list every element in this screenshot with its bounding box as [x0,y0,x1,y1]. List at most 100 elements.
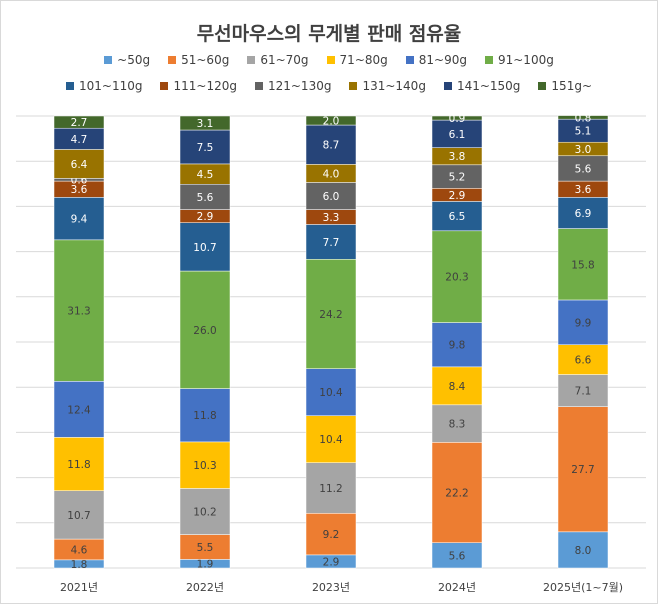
legend-item: 61~70g [247,53,309,67]
x-tick-label: 2024년 [438,581,476,594]
bar-segment [305,368,357,416]
legend-swatch [538,82,547,90]
bar-segment [557,406,609,533]
data-label: 11.2 [319,483,342,495]
legend-item: ~50g [104,53,150,67]
legend-swatch [326,56,335,64]
legend-item: 51~60g [168,53,229,67]
legend-swatch [160,82,169,90]
legend-item: 71~80g [326,53,388,67]
legend-item: 151g~ [538,79,592,93]
chart-title: 무선마우스의 무게별 판매 점유율 [196,23,462,45]
data-label: 6.5 [449,211,466,223]
bar-segment [557,115,609,120]
bar-segment [431,230,483,323]
bar-segment [305,259,357,369]
data-label: 3.0 [575,144,592,156]
bar-segment [53,149,105,179]
data-label: 5.6 [197,192,214,204]
bar-segment [557,197,609,229]
data-label: 8.7 [323,140,340,152]
data-label: 2.9 [449,190,466,202]
legend-label: ~50g [117,53,151,67]
data-label: 10.2 [193,507,216,519]
data-label: 3.3 [323,212,340,224]
bar-segment [431,442,483,543]
data-label: 20.3 [445,272,468,284]
data-label: 11.8 [67,459,90,471]
data-label: 7.1 [575,386,592,398]
legend-label: 71~80g [339,53,388,67]
data-label: 7.7 [323,237,340,249]
data-label: 9.4 [71,214,88,226]
data-label: 10.4 [319,434,343,446]
x-tick-label: 2025년(1~7월) [543,581,623,594]
legend-swatch [168,56,177,64]
data-label: 6.6 [575,355,592,367]
bar-segment [431,404,483,443]
bar-segment [431,115,483,121]
data-label: 27.7 [571,464,594,476]
legend-swatch [104,56,113,64]
bar-segment [179,222,231,272]
x-tick-label: 2021년 [60,581,98,594]
data-label: 2.9 [323,556,340,568]
data-label: 10.7 [67,510,90,522]
bar-segment [431,201,483,232]
data-label: 10.7 [193,242,216,254]
bar-segment [179,534,231,560]
bar-segment [557,344,609,375]
data-label: 9.2 [323,529,340,541]
legend-swatch [349,82,358,90]
legend-item: 131~140g [349,79,426,93]
bar-segment [557,228,609,301]
legend-item: 141~150g [443,79,521,93]
data-label: 9.8 [449,340,466,352]
legend-swatch [254,82,263,90]
legend-label: 81~90g [418,53,467,67]
bar-segment [305,182,357,210]
bar-segment [179,115,231,131]
data-label: 2.9 [197,211,214,223]
bar-segment [179,129,231,165]
data-label: 0.8 [575,112,592,124]
data-label: 5.6 [575,163,592,175]
data-label: 7.5 [197,142,214,154]
data-label: 10.4 [319,387,343,399]
legend-label: 131~140g [362,79,426,93]
data-label: 15.8 [571,259,594,271]
data-label: 5.1 [575,126,592,138]
data-label: 26.0 [193,325,216,337]
data-label: 5.2 [449,172,466,184]
legend-label: 91~100g [497,53,554,67]
legend-label: 121~130g [267,79,332,93]
data-label: 12.4 [67,404,91,416]
data-label: 2.0 [323,116,340,128]
legend-item: 91~100g [484,53,554,67]
data-label: 11.8 [193,410,216,422]
legend-label: 141~150g [456,79,521,93]
bar-segment [431,322,483,368]
legend-label: 151g~ [551,79,592,93]
data-label: 9.9 [575,317,592,329]
legend-swatch [66,82,74,90]
data-label: 8.4 [449,381,466,393]
bar-segment [557,374,609,407]
data-label: 0.9 [449,113,466,125]
data-label: 1.9 [197,559,214,571]
data-label: 8.0 [575,545,592,557]
data-label: 1.8 [71,559,88,571]
data-label: 6.1 [449,129,466,141]
bar-segment [53,381,105,438]
data-label: 5.5 [197,542,214,554]
bar-segment [305,224,357,260]
data-label: 6.0 [323,191,340,203]
data-label: 10.3 [193,460,216,472]
legend-item: 81~90g [405,53,467,67]
legend-item: 121~130g [254,79,332,93]
bar-segment [431,119,483,148]
data-label: 6.9 [575,208,592,220]
data-label: 5.6 [449,550,466,562]
bar-segment [305,462,357,514]
bar-segment [179,388,231,443]
